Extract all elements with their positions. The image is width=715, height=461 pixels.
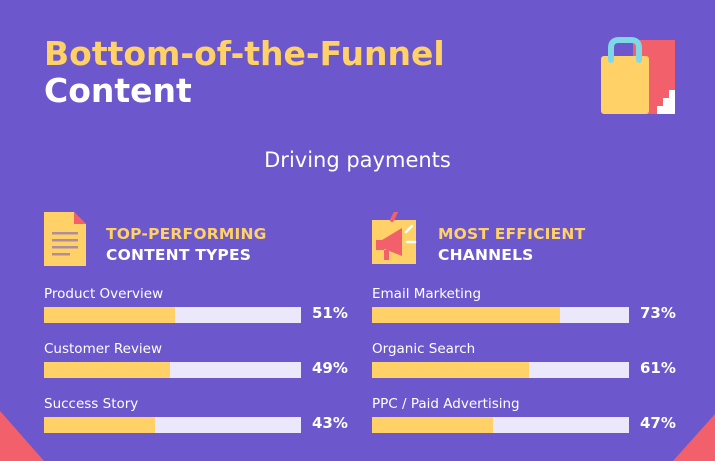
- bar: [44, 307, 175, 323]
- corner-decoration-left: [0, 411, 44, 461]
- subtitle: Driving payments: [264, 148, 451, 172]
- section-title-line-1: MOST EFFICIENT: [438, 225, 586, 243]
- page-title: Bottom-of-the-Funnel Content: [44, 34, 445, 110]
- bar: [44, 362, 170, 378]
- bar-label: Email Marketing: [372, 286, 482, 302]
- bar-track: [44, 417, 301, 433]
- bar-row: Customer Review 49%: [44, 341, 354, 383]
- bar-value-label: 43%: [312, 414, 348, 432]
- channels-section: MOST EFFICIENT CHANNELS Email Marketing 7…: [372, 212, 682, 433]
- bar-track: [372, 307, 629, 323]
- section-header: MOST EFFICIENT CHANNELS: [372, 212, 682, 274]
- bar-label: Product Overview: [44, 286, 164, 302]
- title-line-1: Bottom-of-the-Funnel: [44, 34, 445, 73]
- bar-track: [372, 362, 629, 378]
- title-line-2: Content: [44, 70, 192, 110]
- megaphone-icon: [372, 212, 417, 264]
- bar: [372, 307, 560, 323]
- section-title-line-1: TOP-PERFORMING: [106, 225, 267, 243]
- section-title-line-2: CHANNELS: [438, 246, 534, 264]
- bar-label: Customer Review: [44, 341, 163, 357]
- bar-track: [372, 417, 629, 433]
- bar-row: Email Marketing 73%: [372, 286, 682, 328]
- bar-label: Organic Search: [372, 341, 476, 357]
- shopping-bag-icon: [601, 37, 675, 114]
- bar: [44, 417, 155, 433]
- document-icon: [44, 212, 86, 266]
- bar-track: [44, 362, 301, 378]
- bar-value-label: 47%: [640, 414, 676, 432]
- bar-row: Organic Search 61%: [372, 341, 682, 383]
- section-header: TOP-PERFORMING CONTENT TYPES: [44, 212, 354, 274]
- section-title-line-2: CONTENT TYPES: [106, 246, 252, 264]
- bar-label: PPC / Paid Advertising: [372, 396, 520, 412]
- bar: [372, 417, 493, 433]
- bar-track: [44, 307, 301, 323]
- bar-row: Success Story 43%: [44, 396, 354, 438]
- bar-row: PPC / Paid Advertising 47%: [372, 396, 682, 438]
- bar-value-label: 49%: [312, 359, 348, 377]
- bar-value-label: 51%: [312, 304, 348, 322]
- bar-value-label: 73%: [640, 304, 676, 322]
- corner-decoration-right: [673, 414, 715, 461]
- bar-row: Product Overview 51%: [44, 286, 354, 328]
- content-types-section: TOP-PERFORMING CONTENT TYPES Product Ove…: [44, 212, 354, 433]
- bar-value-label: 61%: [640, 359, 676, 377]
- bar-label: Success Story: [44, 396, 139, 412]
- bar: [372, 362, 529, 378]
